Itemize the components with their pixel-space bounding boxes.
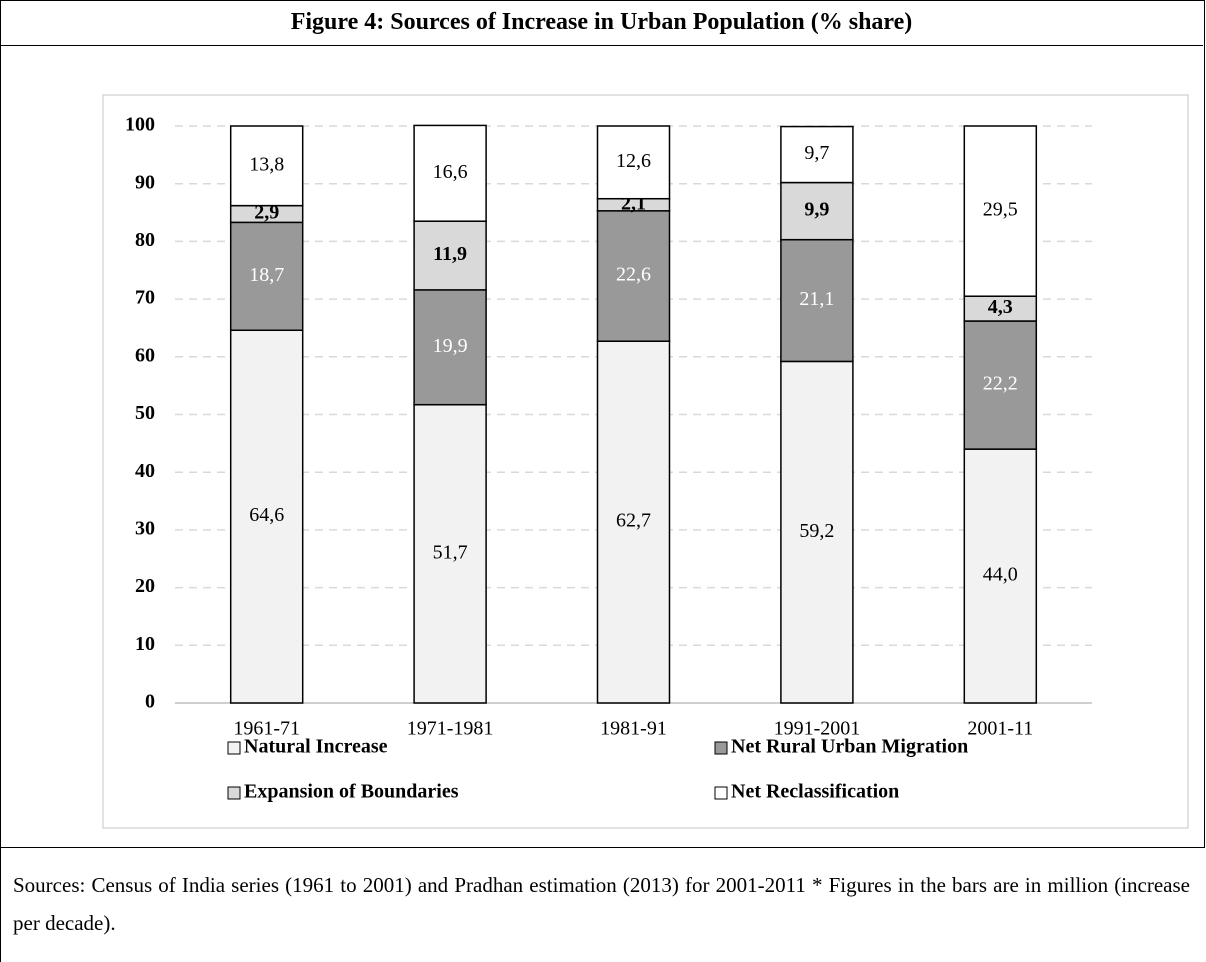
value-label: 29,5 bbox=[983, 199, 1018, 221]
bar-segment bbox=[596, 125, 671, 200]
value-label: 12,6 bbox=[616, 150, 651, 172]
value-label: 51,7 bbox=[433, 541, 468, 563]
chart-area bbox=[102, 94, 1189, 829]
legend-swatch bbox=[227, 786, 241, 800]
legend-swatch bbox=[714, 786, 728, 800]
bar-segment bbox=[229, 221, 304, 332]
y-tick-label: 10 bbox=[135, 633, 155, 655]
bar-segment bbox=[963, 320, 1038, 450]
bar-segment bbox=[780, 238, 854, 363]
bar-segment bbox=[780, 125, 854, 184]
legend-swatch bbox=[714, 741, 728, 755]
bar-segment bbox=[963, 448, 1038, 704]
value-label: 9,7 bbox=[804, 142, 829, 164]
y-tick-label: 70 bbox=[135, 287, 155, 309]
value-label: 16,6 bbox=[433, 161, 468, 183]
bar-segment bbox=[596, 340, 671, 704]
y-tick-label: 30 bbox=[135, 517, 155, 539]
bar-segment bbox=[413, 124, 487, 222]
legend-label: Net Reclassification bbox=[731, 781, 899, 803]
value-label: 59,2 bbox=[799, 520, 834, 542]
x-tick-label: 1971-1981 bbox=[407, 718, 494, 740]
value-label: 64,6 bbox=[249, 504, 284, 526]
bar-segment bbox=[780, 181, 854, 241]
y-tick-label: 0 bbox=[145, 691, 155, 713]
x-tick-label: 2001-11 bbox=[967, 718, 1033, 740]
value-label: 21,1 bbox=[799, 288, 834, 310]
bar-segment bbox=[413, 289, 487, 406]
x-tick-label: 1961-71 bbox=[233, 718, 300, 740]
bar-segment bbox=[780, 360, 854, 704]
x-tick-label: 1981-91 bbox=[600, 718, 667, 740]
y-tick-label: 100 bbox=[125, 114, 155, 136]
value-label: 22,2 bbox=[983, 373, 1018, 395]
value-label: 4,3 bbox=[988, 296, 1013, 318]
y-tick-label: 60 bbox=[135, 344, 155, 366]
bar-segment bbox=[963, 295, 1038, 322]
value-label: 19,9 bbox=[433, 335, 468, 357]
value-label: 2,9 bbox=[254, 202, 279, 224]
value-label: 11,9 bbox=[433, 243, 467, 265]
value-label: 44,0 bbox=[983, 564, 1018, 586]
bar-segment bbox=[413, 403, 487, 704]
value-label: 18,7 bbox=[249, 264, 284, 286]
bar-segment bbox=[596, 210, 671, 342]
bar-segment bbox=[229, 125, 304, 207]
legend-label: Natural Increase bbox=[244, 736, 388, 758]
source-note: Sources: Census of India series (1961 to… bbox=[0, 848, 1190, 962]
bar-segment bbox=[963, 125, 1038, 297]
chart: 0 10 20 30 40 50 60 70 80 90 100 64,6 18,7 2,9 13,8 196… bbox=[102, 94, 1189, 829]
y-tick-label: 90 bbox=[135, 171, 155, 193]
chart-title: Figure 4: Sources of Increase in Urban P… bbox=[0, 0, 1203, 46]
legend-label: Expansion of Boundaries bbox=[244, 781, 459, 803]
figure-frame bbox=[0, 0, 1205, 848]
bar-segment bbox=[229, 329, 304, 704]
value-label: 13,8 bbox=[249, 153, 284, 175]
y-tick-label: 20 bbox=[135, 575, 155, 597]
bar-segment bbox=[413, 220, 487, 291]
y-tick-label: 40 bbox=[135, 460, 155, 482]
value-label: 62,7 bbox=[616, 510, 651, 532]
x-tick-label: 1991-2001 bbox=[774, 718, 861, 740]
y-tick-label: 50 bbox=[135, 402, 155, 424]
value-label: 22,6 bbox=[616, 264, 651, 286]
value-label: 9,9 bbox=[804, 199, 829, 221]
legend-swatch bbox=[227, 741, 241, 755]
legend-label: Net Rural Urban Migration bbox=[731, 736, 968, 758]
y-tick-label: 80 bbox=[135, 229, 155, 251]
